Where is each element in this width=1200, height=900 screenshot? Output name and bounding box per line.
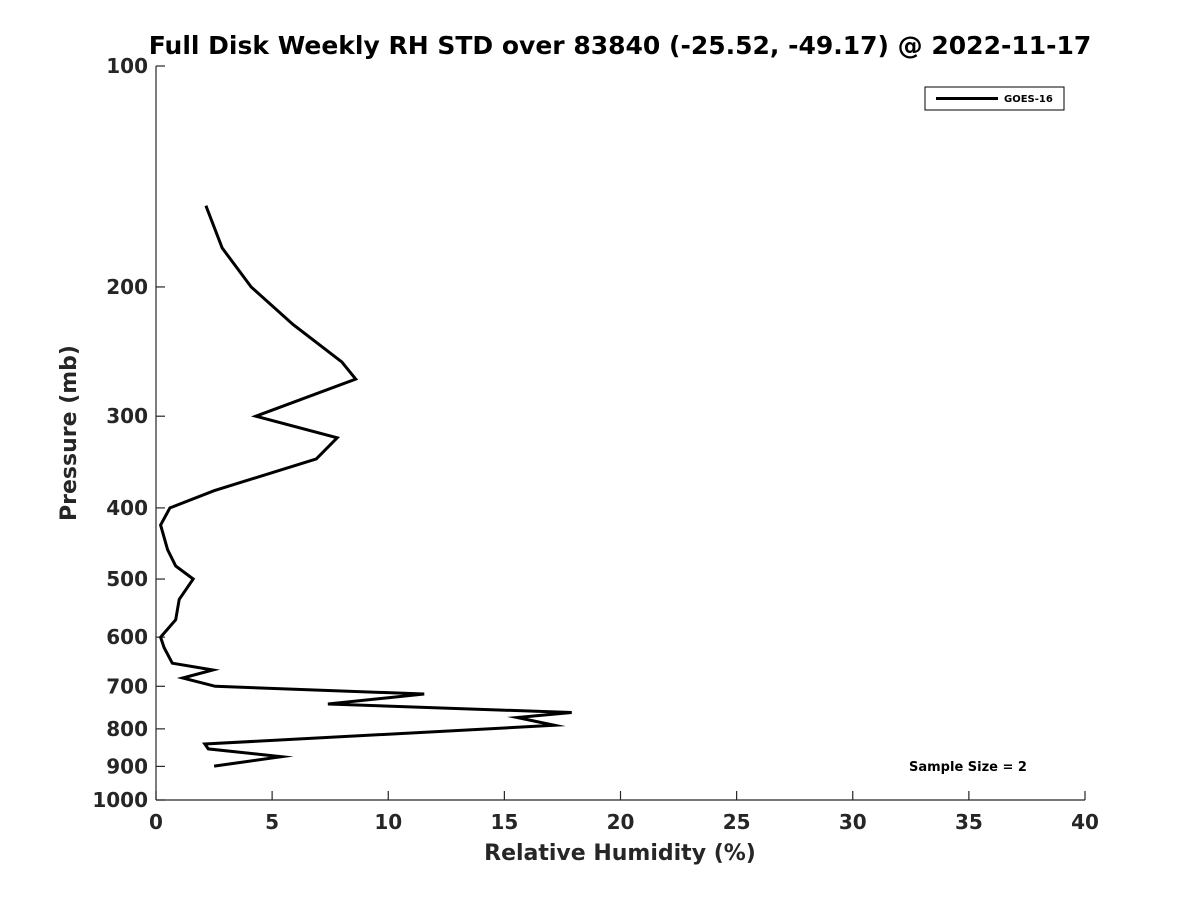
y-tick-label: 300 — [106, 404, 148, 428]
y-tick-label: 100 — [106, 54, 148, 78]
x-tick-label: 10 — [374, 810, 402, 834]
x-tick-label: 15 — [490, 810, 518, 834]
y-tick-label: 1000 — [92, 788, 148, 812]
x-tick-label: 25 — [723, 810, 751, 834]
chart-title: Full Disk Weekly RH STD over 83840 (-25.… — [149, 31, 1092, 60]
x-tick-label: 20 — [607, 810, 635, 834]
sample-size-annotation: Sample Size = 2 — [909, 760, 1027, 775]
y-axis-label: Pressure (mb) — [57, 345, 82, 521]
y-tick-label: 200 — [106, 275, 148, 299]
x-tick-label: 30 — [839, 810, 867, 834]
legend-label-goes-16: GOES-16 — [1004, 94, 1053, 105]
series-line-goes-16 — [158, 205, 572, 768]
legend: GOES-16 — [924, 86, 1065, 111]
x-tick-label: 40 — [1071, 810, 1099, 834]
axes: 0 5 10 15 20 25 30 35 40 100 200 300 400 500 600 700 800… — [92, 54, 1099, 834]
x-axis-label: Relative Humidity (%) — [484, 841, 756, 866]
y-tick-label: 500 — [106, 567, 148, 591]
y-tick-label: 400 — [106, 496, 148, 520]
y-tick-label: 700 — [106, 674, 148, 698]
x-tick-label: 35 — [955, 810, 983, 834]
x-tick-label: 5 — [265, 810, 279, 834]
y-tick-label: 900 — [106, 754, 148, 778]
y-tick-label: 600 — [106, 625, 148, 649]
y-tick-label: 800 — [106, 717, 148, 741]
x-tick-label: 0 — [149, 810, 163, 834]
plot-area — [158, 205, 572, 768]
